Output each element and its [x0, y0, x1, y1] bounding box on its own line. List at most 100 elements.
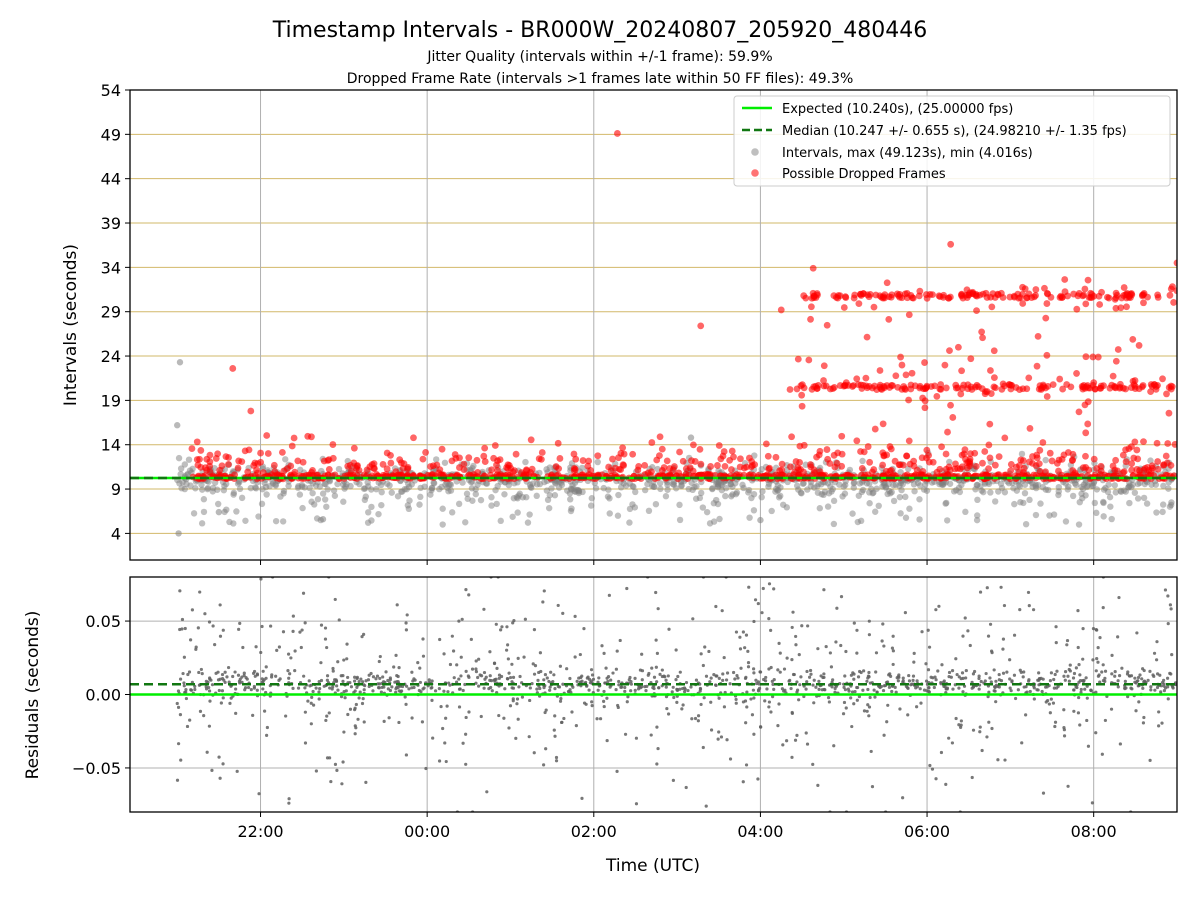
interval-point — [187, 482, 194, 489]
residual-point — [1085, 696, 1089, 700]
residual-point — [867, 714, 871, 718]
residual-point — [1101, 606, 1105, 610]
residual-point — [253, 674, 257, 678]
residual-point — [345, 657, 349, 661]
residual-point — [505, 648, 509, 652]
interval-point — [309, 489, 316, 497]
residual-point — [499, 628, 503, 632]
interval-point — [445, 488, 452, 495]
residual-point — [1084, 676, 1088, 680]
dropped-frame-point — [452, 455, 460, 462]
dropped-frame-point — [1117, 304, 1125, 312]
residual-point — [680, 707, 684, 711]
residual-point — [872, 688, 876, 692]
residual-point — [822, 672, 826, 676]
dropped-frame-point — [981, 390, 989, 398]
residual-point — [1066, 674, 1070, 678]
residual-point — [605, 738, 609, 743]
residual-point — [867, 619, 871, 623]
residual-point — [378, 654, 382, 659]
dropped-frame-point — [903, 452, 911, 460]
residual-point — [690, 717, 694, 721]
residual-point — [467, 710, 471, 714]
dropped-frame-point — [206, 468, 214, 476]
residual-point — [1133, 676, 1137, 680]
interval-point — [501, 491, 508, 498]
residual-point — [992, 689, 996, 693]
dropped-frame-point — [853, 437, 861, 445]
interval-point — [997, 480, 1005, 487]
residual-point — [387, 716, 391, 720]
dropped-frame-point — [807, 303, 815, 311]
residual-point — [384, 670, 388, 674]
residual-point — [769, 665, 773, 670]
residual-point — [1053, 724, 1057, 729]
residual-point — [183, 626, 187, 631]
dropped-frame-point — [1082, 452, 1089, 460]
residual-point — [1126, 695, 1130, 699]
residual-point — [255, 672, 259, 676]
residual-point — [542, 589, 546, 593]
interval-point — [699, 504, 707, 511]
residual-point — [575, 679, 579, 683]
residual-point — [654, 665, 658, 669]
dropped-frame-point — [254, 469, 261, 477]
residual-point — [928, 763, 932, 768]
residual-point — [724, 678, 729, 682]
residual-point — [678, 687, 682, 691]
interval-point — [656, 479, 664, 487]
residual-point — [404, 621, 408, 625]
residual-point — [656, 746, 660, 751]
residual-point — [824, 644, 828, 649]
interval-point — [282, 456, 289, 463]
interval-point — [404, 480, 412, 487]
dropped-frame-point — [816, 468, 824, 476]
residual-point — [346, 712, 350, 717]
residual-point — [709, 700, 713, 704]
residual-point — [1001, 637, 1006, 641]
interval-point — [977, 483, 984, 490]
residual-point — [242, 673, 246, 678]
residual-point — [992, 668, 996, 672]
interval-point — [795, 486, 802, 493]
residual-point — [1086, 744, 1091, 748]
residual-point — [1098, 680, 1102, 684]
dropped-frame-point — [1067, 383, 1075, 391]
residual-point — [288, 672, 292, 676]
dropped-frame-point — [1130, 454, 1138, 462]
residual-point — [1001, 671, 1006, 675]
interval-point — [750, 507, 758, 514]
residual-point — [293, 669, 297, 673]
dropped-frame-point — [1122, 458, 1130, 466]
interval-point — [868, 485, 875, 493]
residual-point — [721, 678, 725, 682]
residuals-x-tick-label: 22:00 — [237, 822, 283, 841]
dropped-frame-point — [554, 439, 562, 447]
residual-point — [442, 652, 446, 656]
residual-point — [1101, 663, 1105, 667]
dropped-frame-point — [658, 445, 666, 453]
dropped-frame-point — [946, 466, 954, 474]
dropped-frame-point — [983, 294, 991, 301]
interval-point — [175, 530, 182, 537]
residual-point — [1103, 676, 1107, 680]
interval-point — [1042, 456, 1049, 464]
interval-point — [543, 487, 551, 494]
interval-point — [872, 508, 879, 515]
dropped-frame-point — [494, 457, 501, 465]
residual-point — [353, 689, 357, 693]
residual-point — [240, 675, 244, 679]
interval-point — [739, 481, 746, 489]
dropped-frame-point — [308, 468, 315, 476]
dropped-frame-point — [679, 457, 687, 465]
residual-point — [875, 690, 879, 694]
residual-point — [874, 651, 879, 655]
interval-point — [1022, 520, 1030, 528]
residual-point — [752, 667, 756, 671]
residual-point — [469, 637, 473, 641]
residual-point — [395, 673, 399, 678]
residual-point — [371, 689, 375, 693]
residual-point — [893, 685, 897, 689]
residual-point — [797, 698, 801, 702]
residual-point — [492, 661, 497, 666]
